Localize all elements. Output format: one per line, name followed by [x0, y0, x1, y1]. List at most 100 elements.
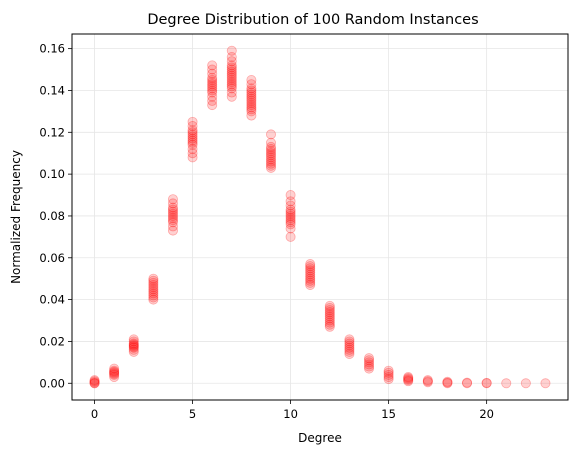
- data-point: [481, 377, 492, 388]
- data-point: [167, 204, 178, 215]
- data-point: [462, 377, 473, 388]
- data-point: [226, 68, 237, 79]
- data-point: [305, 269, 316, 280]
- data-point: [305, 263, 316, 274]
- y-axis-ticks: 0.00 0.02 0.04 0.06 0.08 0.10 0.12 0.14 0.16: [39, 42, 72, 390]
- data-point: [148, 286, 159, 297]
- data-point: [109, 368, 120, 379]
- data-point: [207, 81, 218, 92]
- data-point: [167, 198, 178, 209]
- data-point: [246, 89, 257, 100]
- data-point: [246, 106, 257, 117]
- data-point: [167, 225, 178, 236]
- x-axis-ticks: 0 5 10 15 20: [91, 400, 494, 421]
- data-point: [246, 100, 257, 111]
- data-point: [148, 275, 159, 286]
- data-point: [305, 279, 316, 290]
- data-point: [501, 378, 512, 389]
- data-point: [128, 344, 139, 355]
- data-point: [344, 344, 355, 355]
- data-point: [403, 375, 414, 386]
- data-point: [520, 378, 531, 389]
- data-point: [148, 294, 159, 305]
- x-tick-label: 15: [381, 407, 396, 421]
- data-point: [422, 376, 433, 387]
- y-tick-label: 0.08: [39, 209, 65, 223]
- data-point: [305, 273, 316, 284]
- data-point: [167, 217, 178, 228]
- data-point: [265, 141, 276, 152]
- data-point: [226, 70, 237, 81]
- data-point: [148, 284, 159, 295]
- y-tick-label: 0.10: [39, 167, 65, 181]
- data-point: [265, 162, 276, 173]
- data-point: [167, 194, 178, 205]
- data-point: [442, 376, 453, 387]
- data-point: [207, 85, 218, 96]
- data-point: [226, 64, 237, 75]
- data-point: [187, 127, 198, 138]
- data-point: [187, 144, 198, 155]
- plot-frame: [71, 33, 569, 401]
- y-axis-label: Normalized Frequency: [9, 150, 23, 284]
- data-point: [246, 93, 257, 104]
- data-point: [285, 210, 296, 221]
- data-point: [246, 83, 257, 94]
- data-point: [226, 87, 237, 98]
- x-tick-label: 0: [91, 407, 98, 421]
- y-tick-label: 0.04: [39, 293, 65, 307]
- data-point: [167, 208, 178, 219]
- data-point: [148, 279, 159, 290]
- data-point: [246, 98, 257, 109]
- data-point: [109, 367, 120, 378]
- data-point: [442, 378, 453, 389]
- data-point: [167, 210, 178, 221]
- data-point: [226, 62, 237, 73]
- data-point: [305, 259, 316, 270]
- data-point: [187, 125, 198, 136]
- data-point: [109, 363, 120, 374]
- data-point: [167, 202, 178, 213]
- data-point: [207, 91, 218, 102]
- data-point: [403, 371, 414, 382]
- data-point: [364, 361, 375, 372]
- data-point: [148, 288, 159, 299]
- data-point: [207, 79, 218, 90]
- x-tick-label: 20: [479, 407, 494, 421]
- grid-layer: [72, 34, 568, 400]
- data-point: [187, 139, 198, 150]
- data-point: [285, 217, 296, 228]
- data-point: [305, 267, 316, 278]
- data-point: [207, 83, 218, 94]
- data-point: [285, 204, 296, 215]
- data-point: [324, 315, 335, 326]
- data-point: [383, 365, 394, 376]
- data-point: [246, 95, 257, 106]
- data-point: [187, 121, 198, 132]
- data-point: [344, 338, 355, 349]
- data-point: [324, 319, 335, 330]
- data-point: [344, 336, 355, 347]
- data-point: [187, 116, 198, 127]
- data-point: [89, 376, 100, 387]
- data-point: [226, 81, 237, 92]
- data-point: [422, 375, 433, 386]
- data-point: [265, 148, 276, 159]
- data-point: [128, 340, 139, 351]
- data-point: [226, 60, 237, 71]
- data-point: [324, 307, 335, 318]
- data-point: [265, 137, 276, 148]
- data-point: [226, 83, 237, 94]
- y-tick-label: 0.06: [39, 251, 65, 265]
- data-point: [265, 160, 276, 171]
- data-point: [207, 60, 218, 71]
- data-point: [207, 77, 218, 88]
- data-point: [109, 365, 120, 376]
- data-point: [128, 341, 139, 352]
- data-point: [285, 200, 296, 211]
- y-tick-label: 0.16: [39, 42, 65, 56]
- data-point: [265, 129, 276, 140]
- data-point: [89, 377, 100, 388]
- data-point: [226, 91, 237, 102]
